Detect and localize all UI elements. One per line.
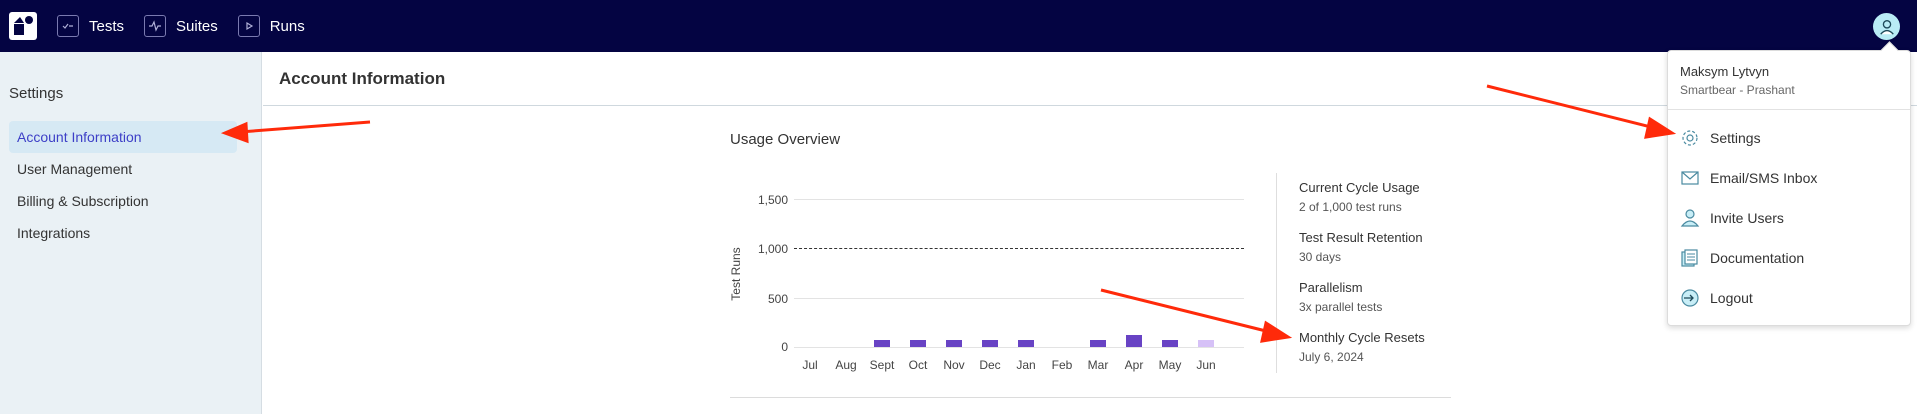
gear-icon bbox=[1682, 130, 1698, 146]
play-stack-icon bbox=[237, 15, 260, 37]
x-tick-jul: Jul bbox=[802, 358, 818, 372]
nav-tests[interactable]: Tests bbox=[57, 15, 124, 37]
gridline bbox=[794, 199, 1244, 200]
bar-apr[interactable] bbox=[1126, 335, 1142, 347]
sidebar-item-user-management[interactable]: User Management bbox=[9, 153, 237, 185]
x-tick-may: May bbox=[1158, 358, 1182, 372]
checklist-icon bbox=[57, 15, 79, 37]
menu-item-documentation[interactable]: Documentation bbox=[1680, 246, 1900, 270]
y-tick-0: 0 bbox=[781, 340, 788, 354]
stat-parallelism: Parallelism 3x parallel tests bbox=[1299, 280, 1383, 314]
bar-sept[interactable] bbox=[874, 340, 890, 347]
x-tick-feb: Feb bbox=[1051, 358, 1073, 372]
usage-overview-title: Usage Overview bbox=[730, 131, 841, 148]
app-logo[interactable] bbox=[9, 12, 37, 40]
x-tick-mar: Mar bbox=[1087, 358, 1109, 372]
plan-stats-panel: Current Cycle Usage 2 of 1,000 test runs… bbox=[1276, 173, 1456, 373]
stat-test-result-retention: Test Result Retention 30 days bbox=[1299, 230, 1423, 264]
pulse-icon bbox=[144, 15, 167, 37]
y-tick-1500: 1,500 bbox=[757, 193, 788, 207]
document-icon bbox=[1681, 249, 1698, 267]
sidebar-item-integrations[interactable]: Integrations bbox=[9, 217, 237, 249]
menu-item-settings[interactable]: Settings bbox=[1680, 126, 1900, 150]
y-tick-1000: 1,000 bbox=[757, 242, 788, 256]
usage-chart: Test Runs 1,500 1,000 500 0 Jul Aug Sept Oc… bbox=[720, 175, 1250, 372]
sidebar-title: Settings bbox=[9, 85, 64, 102]
menu-divider bbox=[1668, 109, 1910, 110]
sidebar-item-billing-subscription[interactable]: Billing & Subscription bbox=[9, 185, 237, 217]
top-navigation-bar: Tests Suites Runs bbox=[0, 0, 1917, 52]
x-tick-aug: Aug bbox=[835, 358, 857, 372]
user-avatar-button[interactable] bbox=[1873, 13, 1900, 40]
logout-icon bbox=[1681, 289, 1699, 307]
user-name: Maksym Lytvyn bbox=[1680, 64, 1770, 79]
settings-sidebar: Settings Account Information User Manage… bbox=[0, 52, 262, 414]
x-tick-sept: Sept bbox=[869, 358, 895, 372]
stat-monthly-cycle-resets: Monthly Cycle Resets July 6, 2024 bbox=[1299, 330, 1425, 364]
y-tick-500: 500 bbox=[767, 292, 788, 306]
page-title: Account Information bbox=[279, 69, 446, 88]
nav-runs-label: Runs bbox=[269, 17, 305, 35]
nav-tests-label: Tests bbox=[89, 17, 125, 35]
x-tick-nov: Nov bbox=[943, 358, 965, 372]
nav-runs[interactable]: Runs bbox=[237, 15, 305, 37]
arrow-icon bbox=[220, 84, 1677, 343]
limit-line bbox=[794, 248, 1244, 249]
user-organization: Smartbear - Prashant bbox=[1680, 83, 1795, 97]
logo-triangle bbox=[14, 17, 24, 23]
x-tick-dec: Dec bbox=[979, 358, 1001, 372]
section-divider bbox=[730, 397, 1451, 398]
bar-nov[interactable] bbox=[946, 340, 962, 347]
baseline bbox=[794, 347, 1244, 348]
menu-item-logout[interactable]: Logout bbox=[1680, 286, 1900, 310]
gridline bbox=[794, 298, 1244, 299]
stat-current-cycle-usage: Current Cycle Usage 2 of 1,000 test runs bbox=[1299, 180, 1420, 214]
x-tick-oct: Oct bbox=[908, 358, 928, 372]
nav-suites[interactable]: Suites bbox=[144, 15, 218, 37]
bar-oct[interactable] bbox=[910, 340, 926, 347]
bar-dec[interactable] bbox=[982, 340, 998, 347]
x-tick-jun: Jun bbox=[1196, 358, 1216, 372]
user-dropdown-menu: Maksym Lytvyn Smartbear - Prashant Setti… bbox=[1667, 50, 1911, 326]
bar-jun[interactable] bbox=[1198, 340, 1214, 347]
bar-jan[interactable] bbox=[1018, 340, 1034, 347]
envelope-icon bbox=[1681, 171, 1699, 185]
logo-dot bbox=[25, 16, 33, 24]
sidebar-item-account-information[interactable]: Account Information bbox=[9, 121, 237, 153]
content-header: Account Information bbox=[263, 52, 1917, 106]
user-avatar-icon bbox=[1879, 19, 1894, 35]
user-icon bbox=[1680, 209, 1700, 227]
sidebar-item-label: Account Information bbox=[17, 129, 142, 145]
sidebar-item-label: Integrations bbox=[17, 225, 91, 241]
menu-item-email-sms-inbox[interactable]: Email/SMS Inbox bbox=[1680, 166, 1900, 190]
bar-may[interactable] bbox=[1162, 340, 1178, 347]
sidebar-item-label: Billing & Subscription bbox=[17, 193, 149, 209]
x-tick-apr: Apr bbox=[1124, 358, 1144, 372]
sidebar-item-label: User Management bbox=[17, 161, 133, 177]
logo-square bbox=[14, 24, 24, 35]
menu-item-invite-users[interactable]: Invite Users bbox=[1680, 206, 1900, 230]
nav-suites-label: Suites bbox=[176, 17, 218, 35]
x-tick-jan: Jan bbox=[1016, 358, 1036, 372]
bar-mar[interactable] bbox=[1090, 340, 1106, 347]
